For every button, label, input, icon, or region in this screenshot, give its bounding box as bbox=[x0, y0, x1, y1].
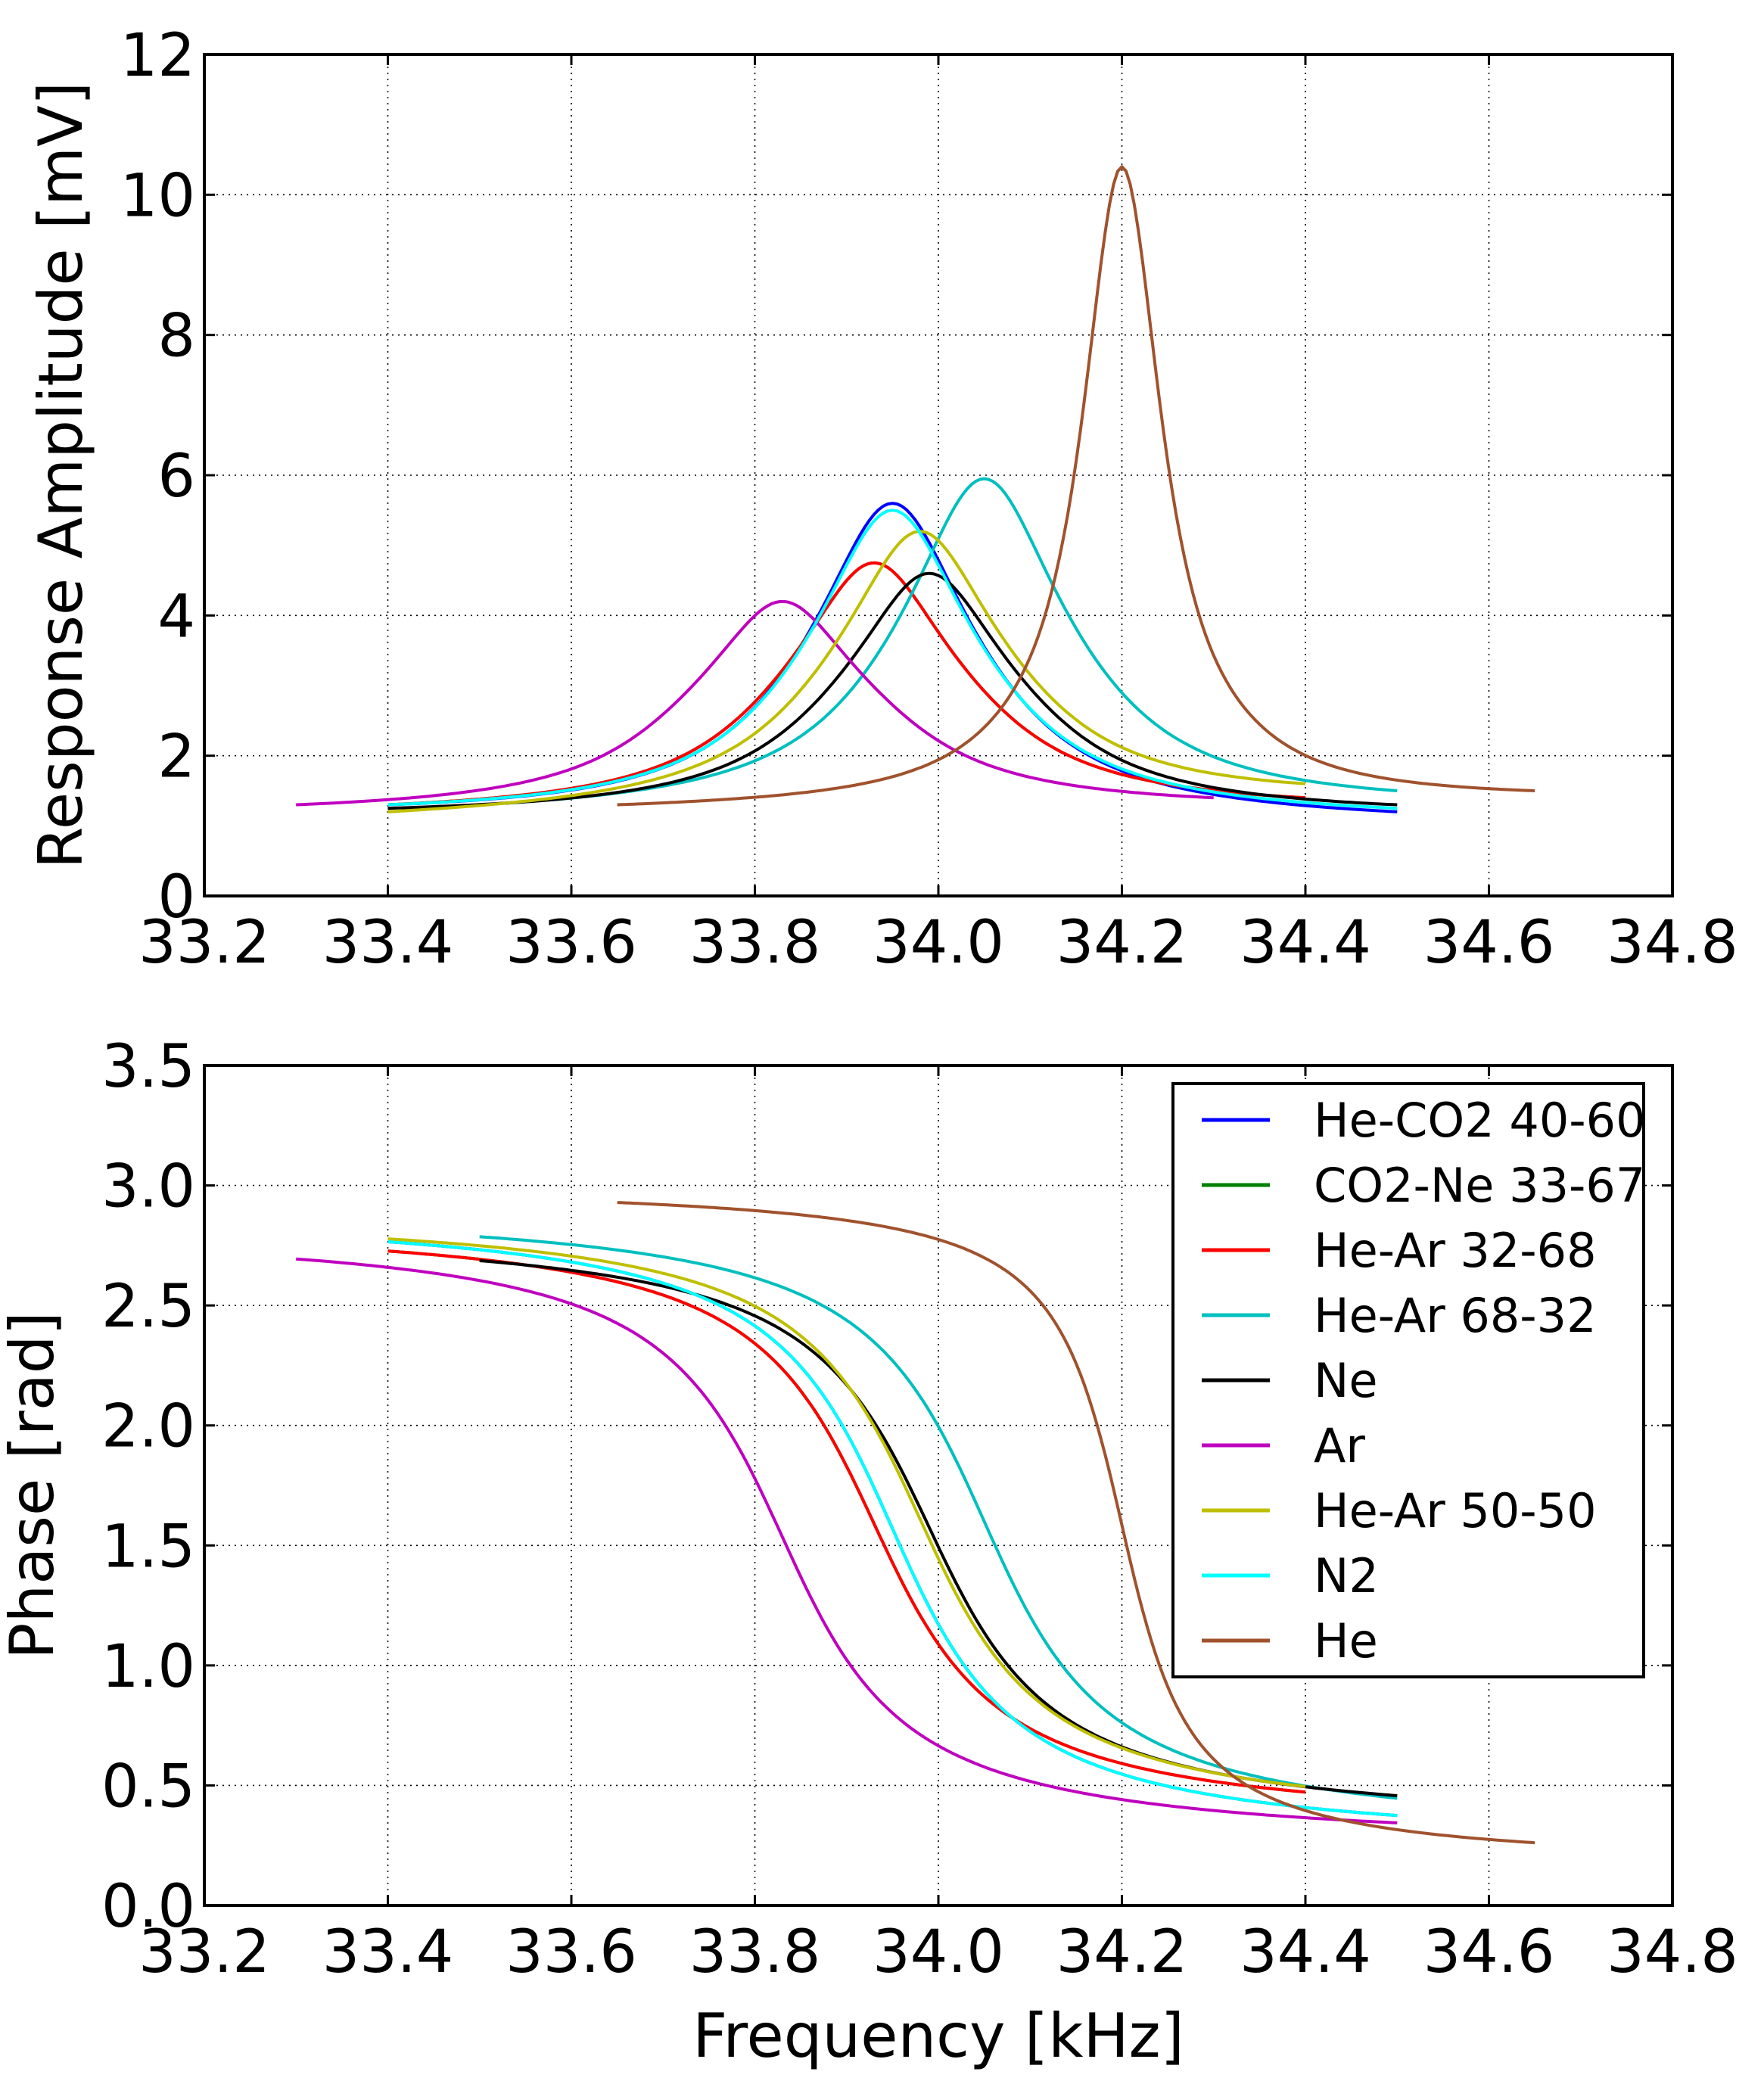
legend-label-ar: Ar bbox=[1314, 1418, 1365, 1473]
phase-xlabel: Frequency [kHz] bbox=[692, 2001, 1184, 2071]
amplitude-xtick-label: 34.0 bbox=[873, 909, 1004, 977]
series-line-ar-amplitude bbox=[296, 599, 1214, 807]
phase-ytick-label: 1.0 bbox=[101, 1633, 195, 1701]
amplitude-ytick-label: 8 bbox=[157, 303, 195, 371]
legend-label-n2: N2 bbox=[1314, 1548, 1379, 1603]
amplitude-xtick-label: 34.8 bbox=[1607, 909, 1738, 977]
series-line-he-phase bbox=[617, 1201, 1535, 1845]
amplitude-curves bbox=[296, 165, 1535, 813]
amplitude-xtick-label: 34.2 bbox=[1056, 909, 1188, 977]
legend-label-ne: Ne bbox=[1314, 1353, 1378, 1408]
phase-ytick-label: 2.5 bbox=[101, 1273, 195, 1341]
amplitude-ytick-label: 10 bbox=[120, 162, 195, 230]
series-line-he-ar-50-50-phase bbox=[387, 1237, 1306, 1788]
series-line-n2-amplitude bbox=[387, 509, 1398, 810]
series-line-he-ar-68-32-phase bbox=[479, 1235, 1398, 1800]
series-line-co2-ne-33-67-amplitude bbox=[387, 561, 1306, 807]
phase-xtick-label: 34.0 bbox=[873, 1918, 1004, 1986]
phase-ytick-label: 0.0 bbox=[101, 1873, 195, 1941]
phase-ticks: 33.2 33.4 33.6 33.8 34.0 34.2 34.4 34.6 34.8 0.0 0… bbox=[101, 1033, 1738, 1986]
amplitude-grid bbox=[204, 54, 1672, 896]
phase-curves bbox=[296, 1201, 1535, 1845]
phase-ytick-label: 1.5 bbox=[101, 1513, 195, 1581]
legend-label-he-ar-50-50: He-Ar 50-50 bbox=[1314, 1483, 1597, 1538]
legend-label-co2-ne-33-67: CO2-Ne 33-67 bbox=[1314, 1158, 1645, 1213]
series-line-he-amplitude bbox=[617, 165, 1535, 807]
legend-label-he-ar-32-68: He-Ar 32-68 bbox=[1314, 1223, 1597, 1278]
amplitude-ticks: 33.2 33.4 33.6 33.8 34.0 34.2 34.4 34.6 34.8 0 2 4 6… bbox=[120, 22, 1738, 977]
series-line-ar-phase bbox=[296, 1257, 1398, 1824]
phase-ylabel: Phase [rad] bbox=[0, 1311, 67, 1659]
series-line-he-ar-50-50-amplitude bbox=[387, 530, 1306, 813]
amplitude-xtick-label: 33.2 bbox=[138, 909, 270, 977]
legend-label-he-ar-68-32: He-Ar 68-32 bbox=[1314, 1288, 1597, 1343]
amplitude-xtick-label: 33.6 bbox=[506, 909, 637, 977]
amplitude-ylabel: Response Amplitude [mV] bbox=[26, 82, 96, 869]
legend-label-he: He bbox=[1314, 1613, 1378, 1669]
phase-ytick-label: 0.5 bbox=[101, 1753, 195, 1821]
amplitude-xtick-label: 34.4 bbox=[1240, 909, 1371, 977]
phase-ytick-label: 3.0 bbox=[101, 1153, 195, 1221]
amplitude-ytick-label: 12 bbox=[120, 22, 195, 90]
amplitude-ytick-label: 6 bbox=[157, 443, 195, 511]
phase-xtick-label: 33.4 bbox=[322, 1918, 454, 1986]
legend: He-CO2 40-60 CO2-Ne 33-67 He-Ar 32-68 He-Ar… bbox=[1171, 1082, 1646, 1678]
series-line-n2-phase bbox=[387, 1240, 1398, 1818]
amplitude-chart: 33.2 33.4 33.6 33.8 34.0 34.2 34.4 34.6 34.8 0 2 4 6… bbox=[26, 22, 1738, 977]
amplitude-ytick-label: 2 bbox=[157, 723, 195, 792]
phase-xtick-label: 33.2 bbox=[138, 1918, 270, 1986]
legend-label-he-co2-40-60: He-CO2 40-60 bbox=[1314, 1093, 1646, 1148]
series-line-he-ar-32-68-amplitude bbox=[387, 561, 1306, 807]
phase-xtick-label: 33.6 bbox=[506, 1918, 637, 1986]
amplitude-ytick-label: 4 bbox=[157, 583, 195, 651]
series-line-ne-amplitude bbox=[387, 571, 1398, 810]
phase-chart: 33.2 33.4 33.6 33.8 34.0 34.2 34.4 34.6 34.8 0.0 0… bbox=[0, 1033, 1738, 2071]
series-line-co2-ne-33-67-phase bbox=[387, 1249, 1306, 1794]
phase-ytick-label: 2.0 bbox=[101, 1393, 195, 1461]
amplitude-xtick-label: 33.8 bbox=[689, 909, 821, 977]
phase-xtick-label: 34.4 bbox=[1240, 1918, 1371, 1986]
phase-ytick-label: 3.5 bbox=[101, 1033, 195, 1101]
phase-xtick-label: 33.8 bbox=[689, 1918, 821, 1986]
phase-xtick-label: 34.8 bbox=[1607, 1918, 1738, 1986]
amplitude-xtick-label: 34.6 bbox=[1423, 909, 1555, 977]
phase-xtick-label: 34.2 bbox=[1056, 1918, 1188, 1986]
amplitude-ytick-label: 0 bbox=[157, 863, 195, 932]
phase-xtick-label: 34.6 bbox=[1423, 1918, 1555, 1986]
series-line-he-ar-32-68-phase bbox=[387, 1249, 1306, 1794]
amplitude-xtick-label: 33.4 bbox=[322, 909, 454, 977]
